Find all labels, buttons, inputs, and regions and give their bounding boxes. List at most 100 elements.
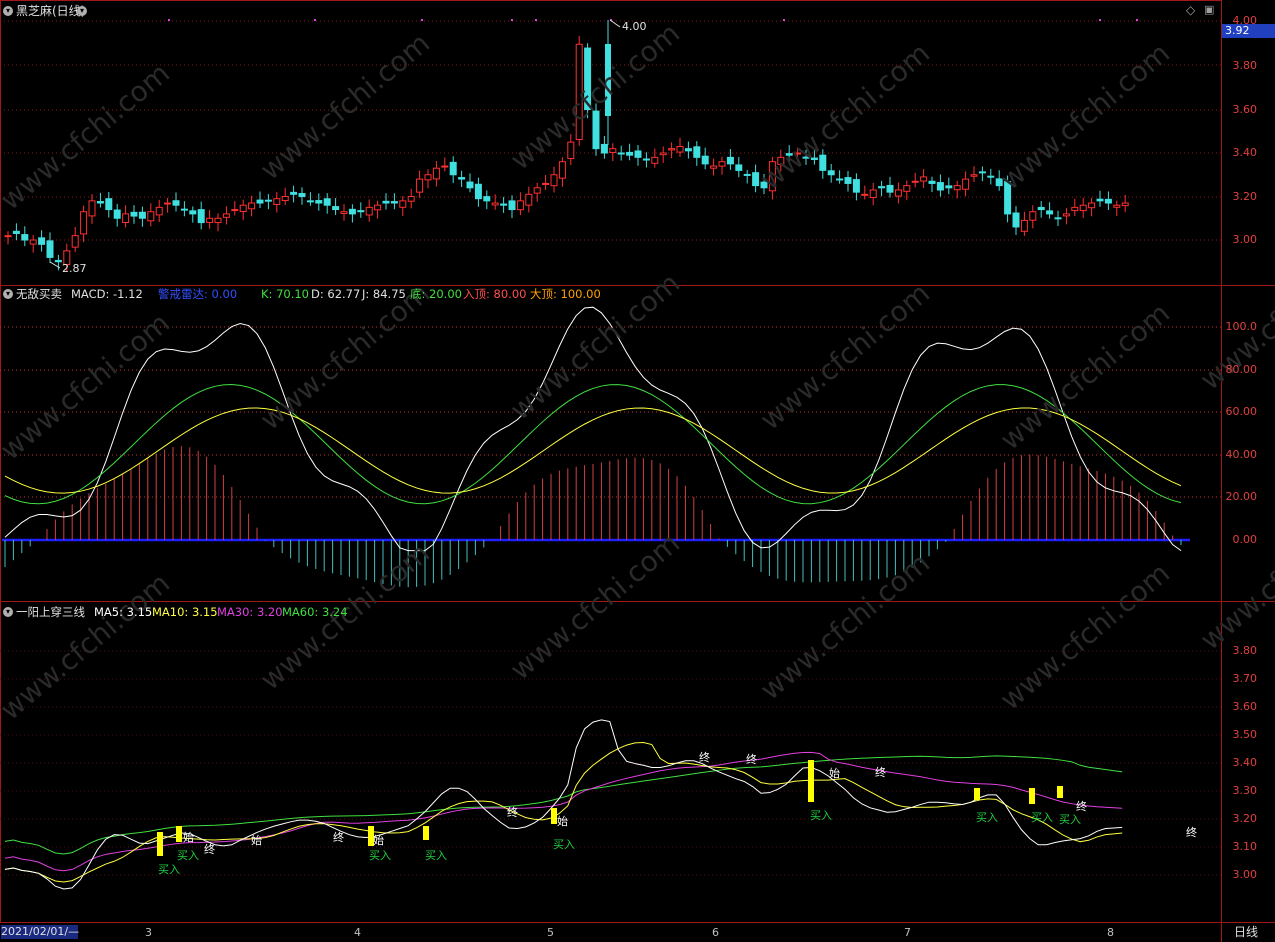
candle-body: [836, 178, 844, 181]
candle-body: [21, 234, 29, 241]
candle-body: [1062, 213, 1070, 217]
enter-top-value: 入顶: 80.00: [463, 287, 527, 301]
indicator-menu-icon[interactable]: ▾: [3, 289, 13, 299]
bottom-value: 底: 20.00: [410, 287, 462, 301]
candle-body: [600, 143, 608, 154]
candle-body: [416, 178, 424, 193]
buy-marker: [974, 788, 980, 800]
month-label: 5: [547, 926, 554, 939]
d-value: D: 62.77: [311, 287, 361, 301]
candle-body: [760, 181, 768, 189]
candle-body: [399, 200, 407, 208]
period-menu-icon[interactable]: ▾: [77, 6, 87, 16]
ma60-line: [4, 755, 1123, 855]
period-label[interactable]: 日线: [1234, 925, 1259, 939]
candle-body: [928, 180, 936, 184]
candle-body: [878, 186, 886, 189]
candle-body: [533, 187, 541, 194]
candle-body: [785, 153, 793, 156]
candle-body: [491, 202, 499, 206]
ma-panel-title: 一阳上穿三线: [16, 605, 85, 619]
candle-body: [651, 156, 659, 164]
candle-body: [1071, 206, 1079, 212]
start-signal-label: 始: [251, 834, 262, 847]
ma5-line: [4, 719, 1123, 890]
candle-body: [676, 145, 684, 153]
candle-body: [936, 182, 944, 191]
end-signal-label: 终: [204, 843, 215, 856]
axis-label: 100.0: [1225, 320, 1258, 333]
month-label: 4: [354, 926, 361, 939]
k-value: K: 70.10: [261, 287, 309, 301]
candle-body: [726, 156, 734, 165]
window-restore-icon[interactable]: ▣: [1204, 3, 1215, 16]
candle-body: [449, 161, 457, 176]
axis-label: 3.80: [1232, 644, 1258, 657]
end-signal-label: 终: [507, 806, 518, 819]
end-signal-label: 终: [746, 753, 757, 766]
candle-body: [911, 180, 919, 183]
candle-body: [558, 161, 566, 179]
candle-body: [500, 203, 508, 206]
candle-body: [869, 189, 877, 199]
stock-title: 黑芝麻(日线): [16, 4, 86, 18]
panel-menu-icon[interactable]: ▾: [3, 6, 13, 16]
candle-body: [752, 172, 760, 187]
low-arrow: [49, 261, 61, 269]
j-line: [4, 306, 1182, 552]
ma-menu-icon[interactable]: ▾: [3, 607, 13, 617]
indicator-title: 无敌买卖: [16, 287, 62, 301]
candle-body: [113, 209, 121, 219]
candle-body: [164, 202, 172, 205]
candle-body: [516, 200, 524, 211]
candle-body: [1029, 211, 1037, 221]
axis-label: 3.20: [1232, 812, 1258, 825]
candle-body: [592, 110, 600, 150]
candle-body: [38, 237, 46, 245]
candle-body: [4, 235, 12, 238]
month-label: 7: [904, 926, 911, 939]
diamond-icon[interactable]: ◇: [1186, 3, 1196, 17]
buy-signal-label: 买入: [810, 809, 832, 822]
candle-body: [693, 146, 701, 158]
candle-body: [945, 185, 953, 189]
ma5-value: MA5: 3.15: [94, 605, 153, 619]
candle-body: [441, 165, 449, 168]
candle-body: [962, 178, 970, 190]
candle-body: [735, 164, 743, 171]
candle-body: [206, 217, 214, 223]
end-signal-label: 终: [333, 831, 344, 844]
candle-body: [458, 177, 466, 180]
candle-body: [861, 193, 869, 196]
candle-body: [248, 202, 256, 210]
candle-body: [953, 185, 961, 191]
candle-body: [290, 191, 298, 195]
ma30-value: MA30: 3.20: [217, 605, 283, 619]
candle-body: [819, 154, 827, 171]
candle-body: [130, 211, 138, 217]
candle-body: [970, 174, 978, 177]
candle-body: [642, 158, 650, 161]
marker-dot: [535, 19, 537, 21]
axis-label: 3.60: [1232, 700, 1258, 713]
candle-body: [701, 155, 709, 165]
candle-body: [810, 157, 818, 161]
candle-body: [374, 204, 382, 211]
big-top-value: 大顶: 100.00: [530, 287, 601, 301]
axis-label: 3.00: [1232, 868, 1258, 881]
marker-dot: [610, 19, 612, 21]
axis-label: 3.80: [1232, 59, 1258, 72]
candle-body: [508, 200, 516, 211]
marker-dot: [1099, 19, 1101, 21]
axis-label: 20.00: [1225, 490, 1258, 503]
start-signal-label: 始: [183, 831, 194, 844]
candle-body: [1079, 204, 1087, 212]
high-arrow: [609, 19, 621, 28]
candle-body: [1004, 181, 1012, 215]
candle-body: [617, 152, 625, 155]
j-value: J: 84.75: [362, 287, 406, 301]
axis-label: 3.40: [1232, 146, 1258, 159]
axis-label: 0.00: [1232, 533, 1258, 546]
candle-body: [710, 165, 718, 169]
start-signal-label: 始: [373, 834, 384, 847]
